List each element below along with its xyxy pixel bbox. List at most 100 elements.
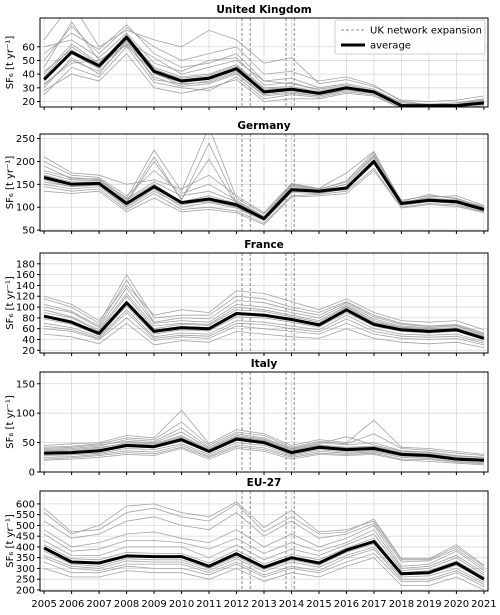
x-tick-label: 2019 — [416, 599, 441, 610]
x-tick-label: 2010 — [169, 599, 194, 610]
y-tick-label: 150 — [16, 379, 35, 390]
ensemble-line — [43, 53, 484, 107]
legend-average-label: average — [370, 41, 411, 52]
ensemble-line — [44, 167, 484, 224]
ensemble-lines — [44, 409, 484, 466]
y-axis-label: SF₆ [t yr⁻¹] — [5, 395, 16, 449]
y-tick-label: 200 — [16, 585, 35, 596]
average-line — [43, 301, 485, 340]
ensemble-line — [44, 295, 485, 338]
y-tick-label: 60 — [22, 42, 35, 53]
ensemble-line — [44, 421, 484, 456]
x-tick-label: 2012 — [224, 599, 249, 610]
x-tick-label: 2013 — [251, 599, 276, 610]
panel-united-kingdom: 20 30 40 50 60 United Kingdom SF₆ [t yr⁻¹] — [5, 4, 489, 110]
y-tick-label: 350 — [16, 553, 35, 564]
y-tick-label: 50 — [22, 226, 35, 237]
gridlines — [40, 134, 488, 231]
y-tick-label: 50 — [22, 438, 35, 449]
legend: UK network expansion average — [334, 19, 486, 55]
y-axis-label: SF₆ [t yr⁻¹] — [5, 36, 16, 90]
ensemble-line — [43, 529, 485, 574]
panel-italy: 0 50 100 150 Italy SF₆ [t yr⁻¹] — [5, 358, 489, 479]
ensemble-line — [43, 503, 485, 566]
panel-title: Italy — [251, 358, 278, 370]
y-tick-label: 600 — [16, 499, 35, 510]
ensemble-lines — [43, 501, 485, 591]
ensemble-line — [43, 43, 484, 107]
ensemble-line — [43, 273, 485, 334]
ensemble-lines — [43, 273, 485, 348]
y-tick-label: 20 — [22, 97, 35, 108]
x-tick-label: 2011 — [196, 599, 221, 610]
ensemble-line — [44, 309, 485, 342]
ensemble-line — [43, 524, 485, 571]
ensemble-line — [44, 317, 484, 346]
x-tick-label: 2020 — [444, 599, 469, 610]
x-tick-label: 2008 — [114, 599, 139, 610]
ensemble-line — [43, 548, 485, 585]
y-tick-label: 250 — [16, 134, 35, 145]
panel-title: Germany — [237, 120, 290, 132]
average-line — [44, 437, 484, 462]
y-tick-label: 30 — [22, 83, 35, 94]
ensemble-line — [43, 546, 485, 583]
ensemble-line — [43, 501, 485, 567]
y-axis-label: SF₆ [t yr⁻¹] — [5, 276, 16, 330]
ensemble-line — [43, 552, 485, 588]
x-tick-label: 2016 — [334, 599, 359, 610]
panel-title: EU-27 — [247, 477, 282, 489]
y-tick-label: 0 — [29, 468, 35, 479]
x-tick-label: 2018 — [389, 599, 414, 610]
x-tick-label: 2021 — [471, 599, 496, 610]
ensemble-line — [43, 284, 485, 331]
ensemble-line — [44, 448, 484, 466]
ensemble-line — [44, 170, 484, 226]
y-tick-label: 160 — [16, 270, 35, 281]
y-tick-label: 60 — [22, 324, 35, 335]
y-tick-label: 50 — [22, 56, 35, 67]
panel-title: United Kingdom — [216, 4, 311, 16]
y-tick-label: 250 — [16, 575, 35, 586]
ensemble-line — [44, 444, 484, 463]
y-tick-label: 20 — [22, 346, 35, 357]
ensemble-line — [44, 431, 484, 459]
ensemble-line — [43, 18, 484, 102]
ensemble-line — [44, 287, 485, 336]
legend-expansion-label: UK network expansion — [370, 26, 482, 37]
ensemble-line — [44, 409, 484, 455]
y-tick-label: 40 — [22, 335, 35, 346]
y-tick-label: 140 — [16, 281, 35, 292]
legend-box — [334, 19, 486, 55]
x-tick-label: 2006 — [59, 599, 84, 610]
x-tick-label: 2017 — [361, 599, 386, 610]
x-tick-label: 2007 — [86, 599, 111, 610]
x-tick-label: 2009 — [141, 599, 166, 610]
y-axis-label: SF₆ [t yr⁻¹] — [5, 156, 16, 210]
x-tick-label: 2005 — [31, 599, 56, 610]
average-line — [43, 540, 485, 581]
ensemble-line — [43, 24, 484, 105]
y-tick-label: 40 — [22, 70, 35, 81]
y-tick-label: 150 — [16, 180, 35, 191]
x-tick-label: 2015 — [306, 599, 331, 610]
y-axis-label: SF₆ [t yr⁻¹] — [5, 514, 16, 568]
y-tick-label: 550 — [16, 510, 35, 521]
y-tick-label: 100 — [16, 409, 35, 420]
ensemble-line — [43, 46, 484, 107]
ensemble-line — [44, 292, 485, 337]
y-tick-label: 120 — [16, 292, 35, 303]
y-tick-label: 450 — [16, 532, 35, 543]
x-tick-label: 2014 — [279, 599, 304, 610]
ensemble-line — [43, 512, 485, 569]
y-tick-label: 400 — [16, 542, 35, 553]
ensemble-line — [43, 25, 484, 105]
panel-title: France — [244, 239, 284, 251]
y-tick-label: 500 — [16, 521, 35, 532]
y-tick-label: 300 — [16, 564, 35, 575]
y-tick-label: 200 — [16, 157, 35, 168]
ensemble-line — [44, 442, 484, 462]
